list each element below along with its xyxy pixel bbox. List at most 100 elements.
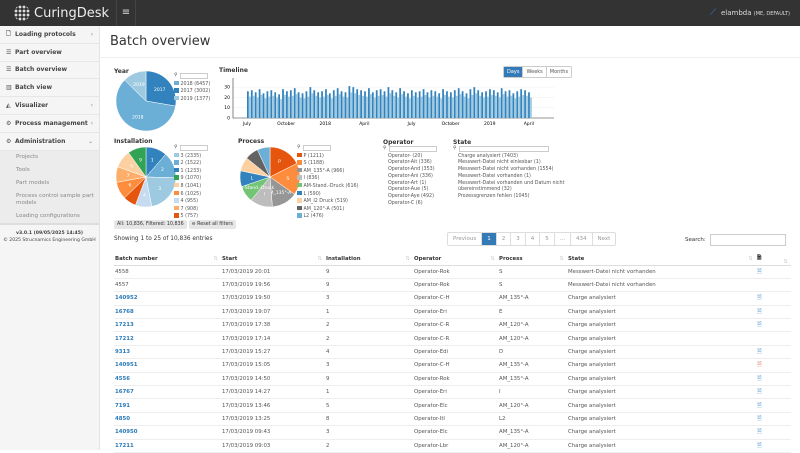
batch-link[interactable]: 16767: [115, 389, 134, 396]
timeline-bar[interactable]: [389, 93, 392, 118]
table-row[interactable]: 17213 17/03/2019 17:38 2 Operator-C-R AM_120…: [114, 318, 791, 333]
operator-item[interactable]: Operator-Aye (492): [388, 193, 434, 199]
timeline-bar[interactable]: [520, 89, 523, 118]
timeline-bar[interactable]: [373, 97, 376, 118]
document-icon[interactable]: 🗎: [757, 321, 762, 329]
column-header[interactable]: Process ⇅: [498, 253, 567, 266]
timeline-bar[interactable]: [410, 90, 413, 118]
operator-search-input[interactable]: [388, 146, 437, 153]
timeline-bar[interactable]: [348, 86, 351, 118]
timeline-bar[interactable]: [487, 96, 489, 118]
timeline-bar[interactable]: [500, 88, 503, 118]
timeline-bar[interactable]: [426, 92, 429, 118]
timeline-bar[interactable]: [274, 92, 277, 118]
legend-item[interactable]: AM_I2 Druck (519): [297, 198, 358, 206]
sidebar-subitem[interactable]: Tools: [16, 166, 30, 173]
timeline-bar[interactable]: [412, 95, 415, 118]
timeline-bar[interactable]: [327, 94, 329, 118]
batch-link[interactable]: 7191: [115, 402, 131, 409]
timeline-bar[interactable]: [455, 95, 458, 118]
timeline-bar[interactable]: [522, 94, 524, 118]
timeline-bar[interactable]: [451, 97, 454, 118]
timeline-bar[interactable]: [307, 96, 310, 118]
batch-link[interactable]: 4556: [115, 375, 131, 382]
column-header[interactable]: Operator ⇅: [413, 253, 498, 266]
timeline-bar[interactable]: [311, 93, 314, 118]
timeline-bar[interactable]: [420, 96, 423, 118]
timeline-bar[interactable]: [414, 92, 417, 118]
timeline-bar[interactable]: [247, 91, 249, 118]
state-item[interactable]: Prozessgrenzen fehlen (1045): [458, 193, 530, 199]
timeline-bar[interactable]: [328, 93, 331, 118]
timeline-bar[interactable]: [442, 89, 444, 118]
timeline-bar[interactable]: [276, 97, 279, 118]
state-item[interactable]: Charge analysiert (7403): [458, 153, 518, 159]
installation-pie-chart[interactable]: 1 2 3 4 6 789: [115, 146, 177, 208]
timeline-bar[interactable]: [508, 90, 511, 118]
legend-item[interactable]: 4 (955): [174, 198, 208, 206]
timeline-bar[interactable]: [504, 91, 507, 118]
timeline-bar[interactable]: [323, 96, 325, 118]
granularity-weeks[interactable]: Weeks: [522, 67, 545, 77]
timeline-bar[interactable]: [399, 88, 402, 118]
timeline-bar[interactable]: [409, 98, 411, 118]
timeline-bar[interactable]: [364, 91, 366, 118]
timeline-bar[interactable]: [358, 94, 361, 118]
table-row[interactable]: 17212 17/03/2019 17:14 2 Operator-C-R AM_120…: [114, 331, 791, 346]
page-3[interactable]: 3: [510, 233, 525, 245]
operator-item[interactable]: Operator-Ani (336): [388, 173, 433, 179]
table-row[interactable]: 16767 17/03/2019 14:27 1 Operator-Eri I Charg…: [114, 385, 791, 400]
state-item[interactable]: Messwert-Datei vorhanden und Datum nicht: [458, 180, 565, 186]
timeline-bar[interactable]: [498, 97, 501, 118]
timeline-bar[interactable]: [354, 93, 357, 118]
legend-item[interactable]: AM-Stand.-Druck (616): [297, 182, 358, 191]
pie-slice-9[interactable]: [128, 146, 147, 178]
document-icon[interactable]: 🗎: [757, 348, 762, 356]
timeline-bar[interactable]: [383, 91, 386, 118]
legend-item[interactable]: AM_135°-A (966): [297, 167, 358, 176]
timeline-bar[interactable]: [297, 92, 300, 118]
timeline-bar[interactable]: [366, 96, 368, 118]
legend-item[interactable]: 1 (1233): [174, 167, 208, 176]
table-row[interactable]: 140950 17/03/2019 09:43 3 Operator-Elc AM_13…: [114, 425, 791, 440]
table-row[interactable]: 140951 17/03/2019 15:05 3 Operator-C-H AM_13…: [114, 358, 791, 373]
timeline-bar[interactable]: [342, 96, 345, 118]
timeline-bar[interactable]: [405, 96, 407, 118]
timeline-bar[interactable]: [459, 94, 462, 118]
timeline-bar[interactable]: [377, 95, 380, 118]
document-icon[interactable]: 🗎: [757, 414, 762, 422]
timeline-bar[interactable]: [477, 90, 480, 118]
timeline-bar[interactable]: [483, 97, 485, 118]
timeline-bar[interactable]: [403, 91, 405, 118]
pie-slice-2019[interactable]: [124, 70, 147, 102]
operator-item[interactable]: Operator-Aue (5): [388, 187, 429, 193]
legend-item[interactable]: 2019 (1377): [174, 95, 210, 104]
timeline-bar[interactable]: [325, 89, 327, 118]
timeline-bar[interactable]: [371, 92, 374, 118]
user-menu[interactable]: ⟋ elambda (ME, DEFAULT): [710, 8, 790, 18]
timeline-bar[interactable]: [391, 90, 394, 118]
legend-item[interactable]: 2 (1522): [174, 160, 208, 168]
timeline-bar[interactable]: [250, 90, 253, 118]
timeline-bar[interactable]: [469, 89, 472, 118]
timeline-bar[interactable]: [432, 95, 435, 118]
legend-item[interactable]: L2 (476): [297, 213, 358, 221]
document-icon[interactable]: 🗎: [757, 388, 762, 396]
year-pie-chart[interactable]: 2017 2018 2019: [115, 70, 177, 132]
page-434[interactable]: 434: [570, 233, 592, 245]
timeline-bar[interactable]: [485, 91, 487, 118]
timeline-bar[interactable]: [387, 87, 390, 118]
sidebar-item-part-overview[interactable]: ☰ Part overview: [0, 44, 99, 62]
timeline-bar[interactable]: [430, 90, 433, 118]
timeline-bar[interactable]: [262, 93, 265, 118]
batch-link[interactable]: 17213: [115, 322, 134, 329]
operator-item[interactable]: Operator-And (353): [388, 167, 435, 173]
timeline-bar[interactable]: [514, 98, 517, 118]
process-search-input[interactable]: [302, 145, 331, 152]
timeline-bar[interactable]: [362, 95, 364, 118]
timeline-bar[interactable]: [481, 92, 484, 118]
timeline-bar[interactable]: [473, 87, 476, 118]
timeline-bar[interactable]: [463, 96, 466, 118]
table-row[interactable]: 16768 17/03/2019 19:07 1 Operator-Eri E Charg…: [114, 305, 791, 320]
